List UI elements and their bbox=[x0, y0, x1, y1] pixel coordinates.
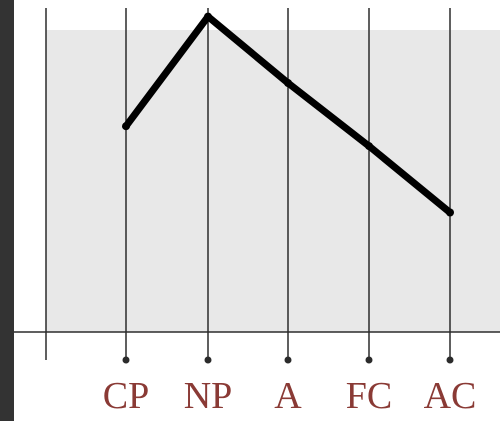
data-point-np bbox=[204, 12, 212, 21]
tick-label-cp: CP bbox=[103, 375, 149, 417]
tick-label-ac: AC bbox=[424, 375, 477, 417]
tick-label-np: NP bbox=[184, 375, 233, 417]
tick-mark-np bbox=[204, 356, 212, 364]
data-point-fc bbox=[365, 142, 373, 151]
data-point-cp bbox=[122, 122, 130, 131]
data-point-a bbox=[284, 79, 292, 87]
data-point-ac bbox=[446, 208, 454, 217]
series-line bbox=[122, 12, 454, 217]
tick-label-a: A bbox=[274, 375, 302, 417]
plot-area bbox=[46, 30, 500, 332]
tick-label-fc: FC bbox=[346, 375, 392, 417]
tick-mark-cp bbox=[122, 356, 130, 364]
x-tick-labels: CP NP A FC AC bbox=[103, 356, 477, 417]
tick-mark-a bbox=[284, 356, 292, 364]
gridlines bbox=[45, 8, 451, 360]
tick-mark-ac bbox=[446, 356, 454, 364]
tick-mark-fc bbox=[365, 356, 373, 364]
